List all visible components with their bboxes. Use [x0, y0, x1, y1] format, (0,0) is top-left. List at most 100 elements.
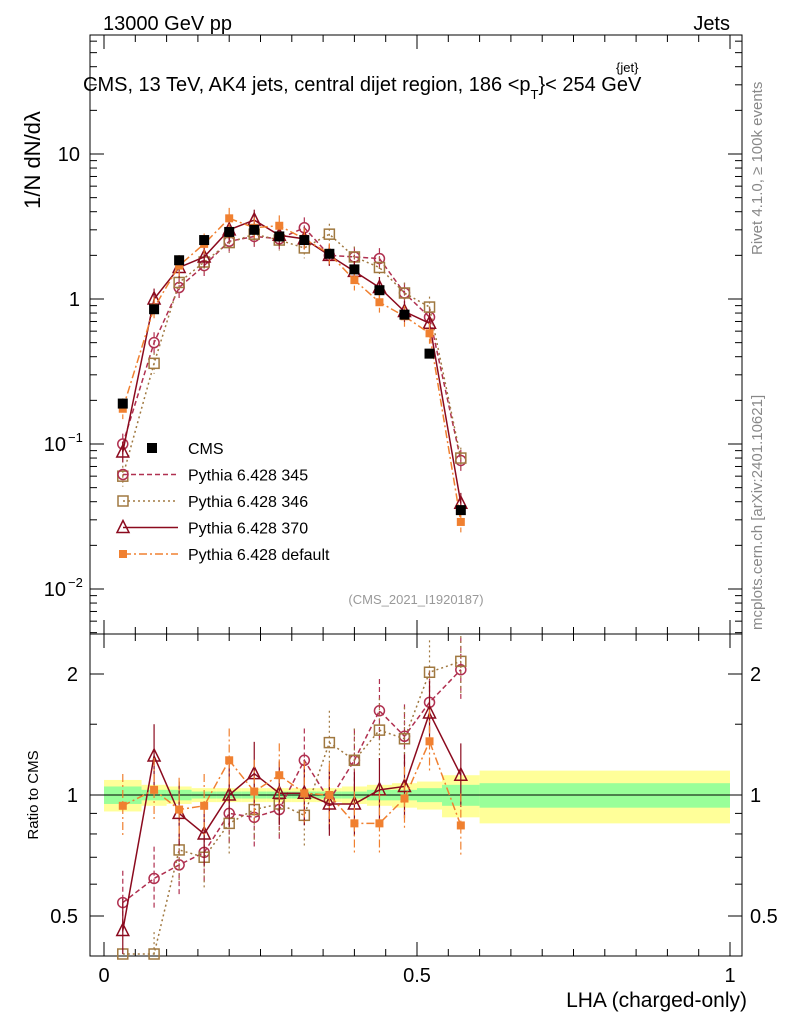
plot-title: CMS, 13 TeV, AK4 jets, central dijet reg…	[83, 74, 642, 102]
legend-label: Pythia 6.428 346	[188, 494, 308, 511]
open-circle-marker	[373, 705, 386, 717]
legend-label: Pythia 6.428 345	[188, 468, 308, 485]
filled-square-marker	[175, 805, 184, 814]
filled-square-marker	[350, 819, 359, 828]
open-triangle-marker	[422, 704, 437, 719]
filled-square-marker	[325, 791, 334, 799]
xlabel: LHA (charged-only)	[566, 989, 747, 1012]
filled-square-marker	[225, 756, 234, 765]
ratio-series-line	[122, 739, 462, 826]
legend: CMS Pythia 6.428 345 Pythia 6.428 346 Pythi…	[115, 441, 330, 564]
cms-marker	[455, 505, 466, 516]
ratio-y-tick-label: 1	[67, 785, 78, 807]
filled-square-marker	[275, 771, 284, 780]
open-circle-marker	[148, 336, 160, 349]
open-triangle-marker	[397, 777, 412, 793]
open-triangle-marker	[221, 786, 237, 801]
open-triangle-marker	[115, 443, 130, 458]
plot-title-sub: T	[531, 87, 539, 102]
series-line	[122, 219, 462, 504]
open-triangle-marker	[115, 518, 131, 534]
ylabel-ratio: Ratio to CMS	[25, 750, 42, 839]
open-square-marker	[148, 357, 160, 370]
filled-square-marker	[175, 261, 184, 270]
open-square-marker	[455, 452, 467, 464]
series-cms	[117, 224, 466, 516]
open-circle-marker	[117, 468, 129, 481]
series-p346	[117, 223, 467, 487]
open-triangle-marker	[196, 825, 212, 840]
y-tick-label: 10	[44, 579, 66, 601]
analysis-id: (CMS_2021_I1920187)	[348, 592, 483, 607]
cms-marker	[349, 264, 360, 275]
filled-square-marker	[118, 801, 127, 810]
main-frame	[89, 34, 743, 635]
cms-marker	[324, 248, 335, 259]
open-circle-marker	[148, 872, 160, 885]
cms-marker	[199, 235, 210, 246]
y-tick-label: 10	[58, 144, 80, 166]
cms-marker	[399, 309, 410, 320]
ylabel-main: 1/N dN/dλ	[20, 111, 45, 209]
open-square-marker	[117, 495, 129, 507]
open-square-marker	[398, 287, 411, 299]
open-square-marker	[348, 754, 361, 767]
cms-marker	[149, 304, 160, 315]
cms-marker	[117, 398, 128, 409]
ratio-y-tick-label: 0.5	[50, 906, 78, 928]
header-right: Jets	[693, 13, 730, 35]
legend-item-p370: Pythia 6.428 370	[115, 518, 308, 538]
legend-label: CMS	[188, 441, 224, 458]
filled-square-marker	[119, 550, 127, 558]
open-square-marker	[373, 724, 386, 736]
filled-square-marker	[425, 737, 434, 746]
cms-marker	[374, 285, 385, 296]
cms-marker	[274, 231, 285, 242]
ratio-series-line	[122, 711, 462, 931]
filled-square-marker	[250, 787, 259, 796]
filled-square-marker	[425, 329, 434, 338]
filled-square-marker	[150, 785, 159, 794]
header-left: 13000 GeV pp	[103, 13, 232, 35]
series-line	[122, 226, 462, 461]
open-square-marker	[455, 655, 467, 668]
filled-square-marker	[300, 789, 309, 798]
open-triangle-marker	[453, 766, 469, 781]
filled-square-marker	[275, 221, 284, 230]
legend-label: Pythia 6.428 default	[188, 547, 330, 564]
ratio-series-pdef	[118, 709, 465, 858]
series-p345	[117, 217, 467, 471]
ratio-series	[115, 636, 469, 960]
open-triangle-marker	[322, 795, 337, 810]
plot-title-main: CMS, 13 TeV, AK4 jets, central dijet reg…	[83, 74, 531, 96]
series-line	[122, 233, 462, 477]
filled-square-marker	[225, 214, 234, 223]
ratio-bands	[90, 770, 742, 824]
open-triangle-marker	[196, 248, 212, 263]
legend-item-p345: Pythia 6.428 345	[117, 468, 308, 485]
ratio-series-line	[122, 660, 462, 955]
cms-marker	[174, 255, 185, 266]
filled-square-marker	[375, 819, 384, 828]
filled-square-marker	[400, 794, 409, 803]
plot-title-sup: {jet}	[616, 60, 639, 75]
x-tick-label: 0	[98, 965, 109, 987]
open-square-marker	[148, 948, 160, 960]
ratio-y-tick-label-right: 0.5	[750, 906, 778, 928]
cms-marker	[147, 443, 157, 453]
open-square-marker	[398, 733, 411, 745]
open-square-marker	[423, 301, 436, 313]
filled-square-marker	[200, 801, 209, 810]
legend-item-p346: Pythia 6.428 346	[117, 494, 308, 511]
cms-marker	[249, 224, 260, 235]
legend-item-pdef: Pythia 6.428 default	[119, 547, 330, 564]
ratio-y-tick-label-right: 2	[750, 664, 761, 686]
filled-square-marker	[456, 517, 465, 526]
cms-marker	[424, 348, 435, 359]
y-tick-label: 1	[69, 289, 80, 311]
y-tick-exponent: −2	[68, 575, 83, 590]
ylabel-main-text: 1/N dN/dλ	[20, 111, 45, 209]
filled-square-marker	[375, 298, 384, 307]
